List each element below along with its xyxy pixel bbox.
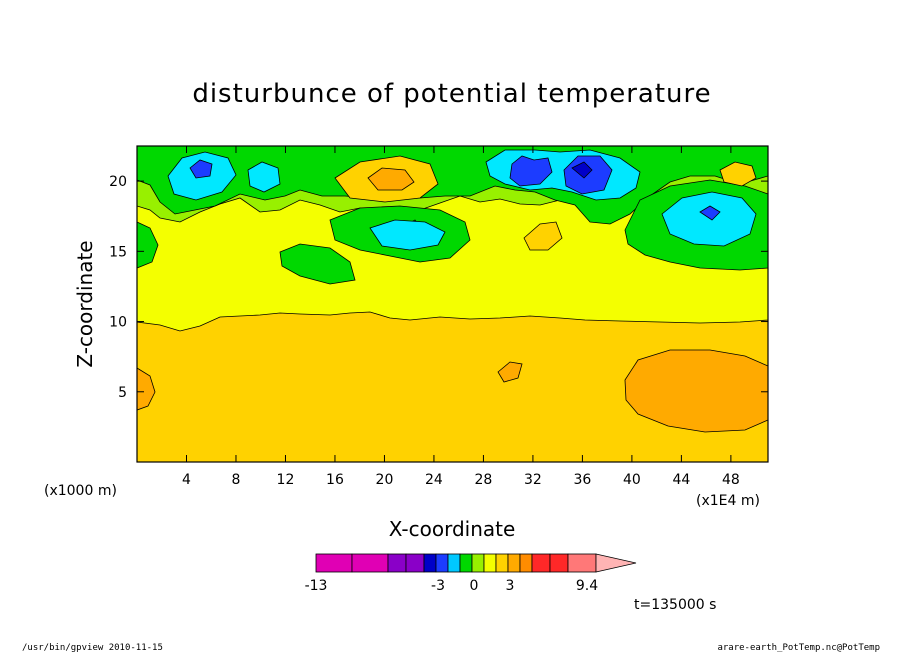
contour-orange-mid-right — [523, 221, 563, 251]
contour-cyan-right — [661, 191, 757, 247]
colorbar-segment — [549, 553, 569, 573]
colorbar-segment — [483, 553, 497, 573]
colorbar-segment — [315, 553, 353, 573]
colorbar — [315, 553, 637, 573]
x-tick-label: 48 — [722, 472, 740, 488]
x-tick-label: 12 — [277, 472, 295, 488]
x-axis-ticks: 4 8 12 16 20 24 28 32 36 40 44 48 — [182, 146, 740, 488]
y-axis-ticks: 5 10 15 20 — [109, 174, 768, 401]
colorbar-tick: 3 — [506, 578, 515, 594]
y-tick-label: 5 — [118, 385, 127, 401]
colorbar-segment — [423, 553, 437, 573]
colorbar-segment — [405, 553, 425, 573]
x-tick-label: 4 — [182, 472, 191, 488]
contour-cyan-small — [247, 161, 281, 193]
colorbar-tick: -13 — [305, 578, 328, 594]
contour-blue-right — [699, 205, 721, 221]
colorbar-segment — [351, 553, 389, 573]
x-tick-label: 20 — [376, 472, 394, 488]
x-axis-label: X-coordinate — [389, 517, 516, 541]
x-tick-label: 16 — [326, 472, 344, 488]
colorbar-tick: -3 — [431, 578, 445, 594]
colorbar-tick: 9.4 — [576, 578, 598, 594]
x-tick-label: 40 — [623, 472, 641, 488]
x-tick-label: 28 — [475, 472, 493, 488]
footer-right: arare-earth_PotTemp.nc@PotTemp — [717, 643, 880, 653]
colorbar-segment — [387, 553, 407, 573]
x-unit-left: (x1000 m) — [44, 483, 117, 499]
time-annotation: t=135000 s — [634, 597, 716, 613]
colorbar-segment — [495, 553, 509, 573]
colorbar-segment — [531, 553, 551, 573]
contour-green-lower-left — [279, 243, 356, 285]
y-axis-label: Z-coordinate — [73, 240, 97, 367]
colorbar-segment — [519, 553, 533, 573]
contour-blue-left — [189, 159, 213, 179]
x-unit-right: (x1E4 m) — [696, 493, 760, 509]
y-tick-label: 10 — [109, 315, 127, 331]
colorbar-segment — [435, 553, 449, 573]
colorbar-tick-labels: -13 -3 0 3 9.4 — [305, 578, 599, 594]
contour-blue-upper — [509, 155, 553, 187]
y-tick-label: 20 — [109, 174, 127, 190]
colorbar-arrow — [595, 553, 637, 573]
colorbar-segment — [459, 553, 473, 573]
colorbar-segment — [447, 553, 461, 573]
contour-orange-right-upper — [719, 161, 757, 187]
plot-frame — [136, 145, 769, 463]
chart-title: disturbunce of potential temperature — [192, 79, 711, 109]
x-tick-label: 32 — [524, 472, 542, 488]
x-tick-label: 8 — [232, 472, 241, 488]
colorbar-tick: 0 — [470, 578, 479, 594]
footer-left: /usr/bin/gpview 2010-11-15 — [22, 643, 163, 653]
x-tick-label: 44 — [672, 472, 690, 488]
contour-cyan-center — [369, 219, 446, 251]
plot-area — [136, 145, 769, 462]
y-tick-label: 15 — [109, 244, 127, 260]
contour-dark-orange-upper-center — [367, 167, 415, 191]
contour-orange-small — [497, 361, 523, 383]
x-tick-label: 24 — [425, 472, 443, 488]
contour-navy-core — [571, 161, 593, 179]
x-tick-label: 36 — [573, 472, 591, 488]
colorbar-segment — [507, 553, 521, 573]
contour-blue-right-upper — [563, 155, 613, 195]
colorbar-segment — [567, 553, 597, 573]
colorbar-segment — [471, 553, 485, 573]
